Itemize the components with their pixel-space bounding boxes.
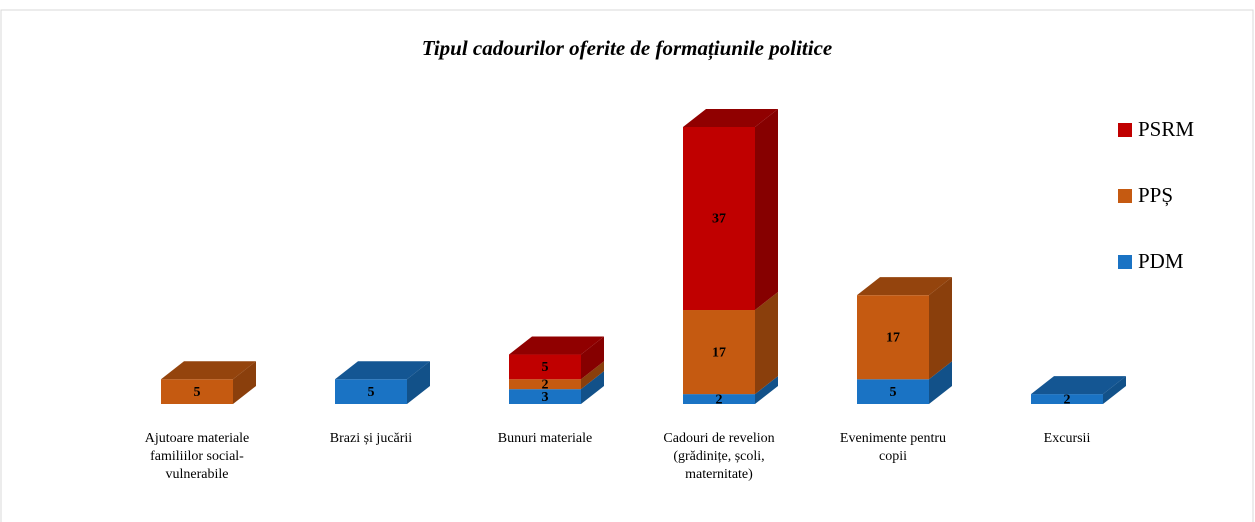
bar xyxy=(1031,394,1103,404)
bar xyxy=(857,379,929,404)
legend-label: PDM xyxy=(1138,249,1184,273)
value-label: 17 xyxy=(886,330,900,345)
bar xyxy=(683,127,755,311)
bar xyxy=(683,394,755,404)
bar xyxy=(509,379,581,390)
bar-top xyxy=(1031,376,1126,395)
value-label: 5 xyxy=(194,385,201,400)
bar-side xyxy=(929,277,952,380)
bar-side xyxy=(755,376,778,404)
x-tick-label: Evenimente pentru copii xyxy=(839,431,947,464)
legend-label: PSRM xyxy=(1138,117,1194,141)
legend-swatch xyxy=(1118,189,1132,203)
value-label: 5 xyxy=(890,385,897,400)
bar-side xyxy=(1103,376,1126,404)
bar xyxy=(857,295,929,380)
x-tick-label: Ajutoare materiale familiilor social-vul… xyxy=(144,431,250,482)
x-tick-label: Brazi și jucării xyxy=(329,431,413,446)
bar-top xyxy=(335,361,430,380)
bar-top xyxy=(857,277,952,296)
bar-side xyxy=(755,292,778,395)
value-label: 2 xyxy=(1064,392,1071,407)
legend-label: PPȘ xyxy=(1138,183,1173,207)
x-tick-label: Excursii xyxy=(1043,431,1091,446)
chart-title: Tipul cadourilor oferite de formațiunile… xyxy=(422,36,832,61)
value-label: 2 xyxy=(716,392,723,407)
bar xyxy=(509,389,581,404)
bar-side xyxy=(581,371,604,404)
bar-side xyxy=(929,361,952,404)
bar xyxy=(161,379,233,404)
value-label: 5 xyxy=(368,385,375,400)
value-label: 3 xyxy=(542,390,549,405)
bar xyxy=(683,310,755,395)
bar-side xyxy=(407,361,430,404)
value-label: 5 xyxy=(542,360,549,375)
chart-border xyxy=(0,9,1254,522)
bar-side xyxy=(233,361,256,404)
bar xyxy=(509,354,581,380)
value-label: 2 xyxy=(542,377,549,392)
legend-swatch xyxy=(1118,123,1132,137)
bar-side xyxy=(581,336,604,380)
bar-top xyxy=(683,109,778,127)
x-tick-label: Cadouri de revelion (grădinițe, școli, m… xyxy=(663,431,775,482)
value-label: 37 xyxy=(712,212,726,227)
bar-top xyxy=(509,336,604,355)
x-tick-label: Bunuri materiale xyxy=(497,431,593,446)
bar xyxy=(335,379,407,404)
bar-side xyxy=(755,109,778,311)
value-label: 17 xyxy=(712,345,726,360)
legend-swatch xyxy=(1118,255,1132,269)
bar-top xyxy=(161,361,256,380)
bar-side xyxy=(581,361,604,390)
